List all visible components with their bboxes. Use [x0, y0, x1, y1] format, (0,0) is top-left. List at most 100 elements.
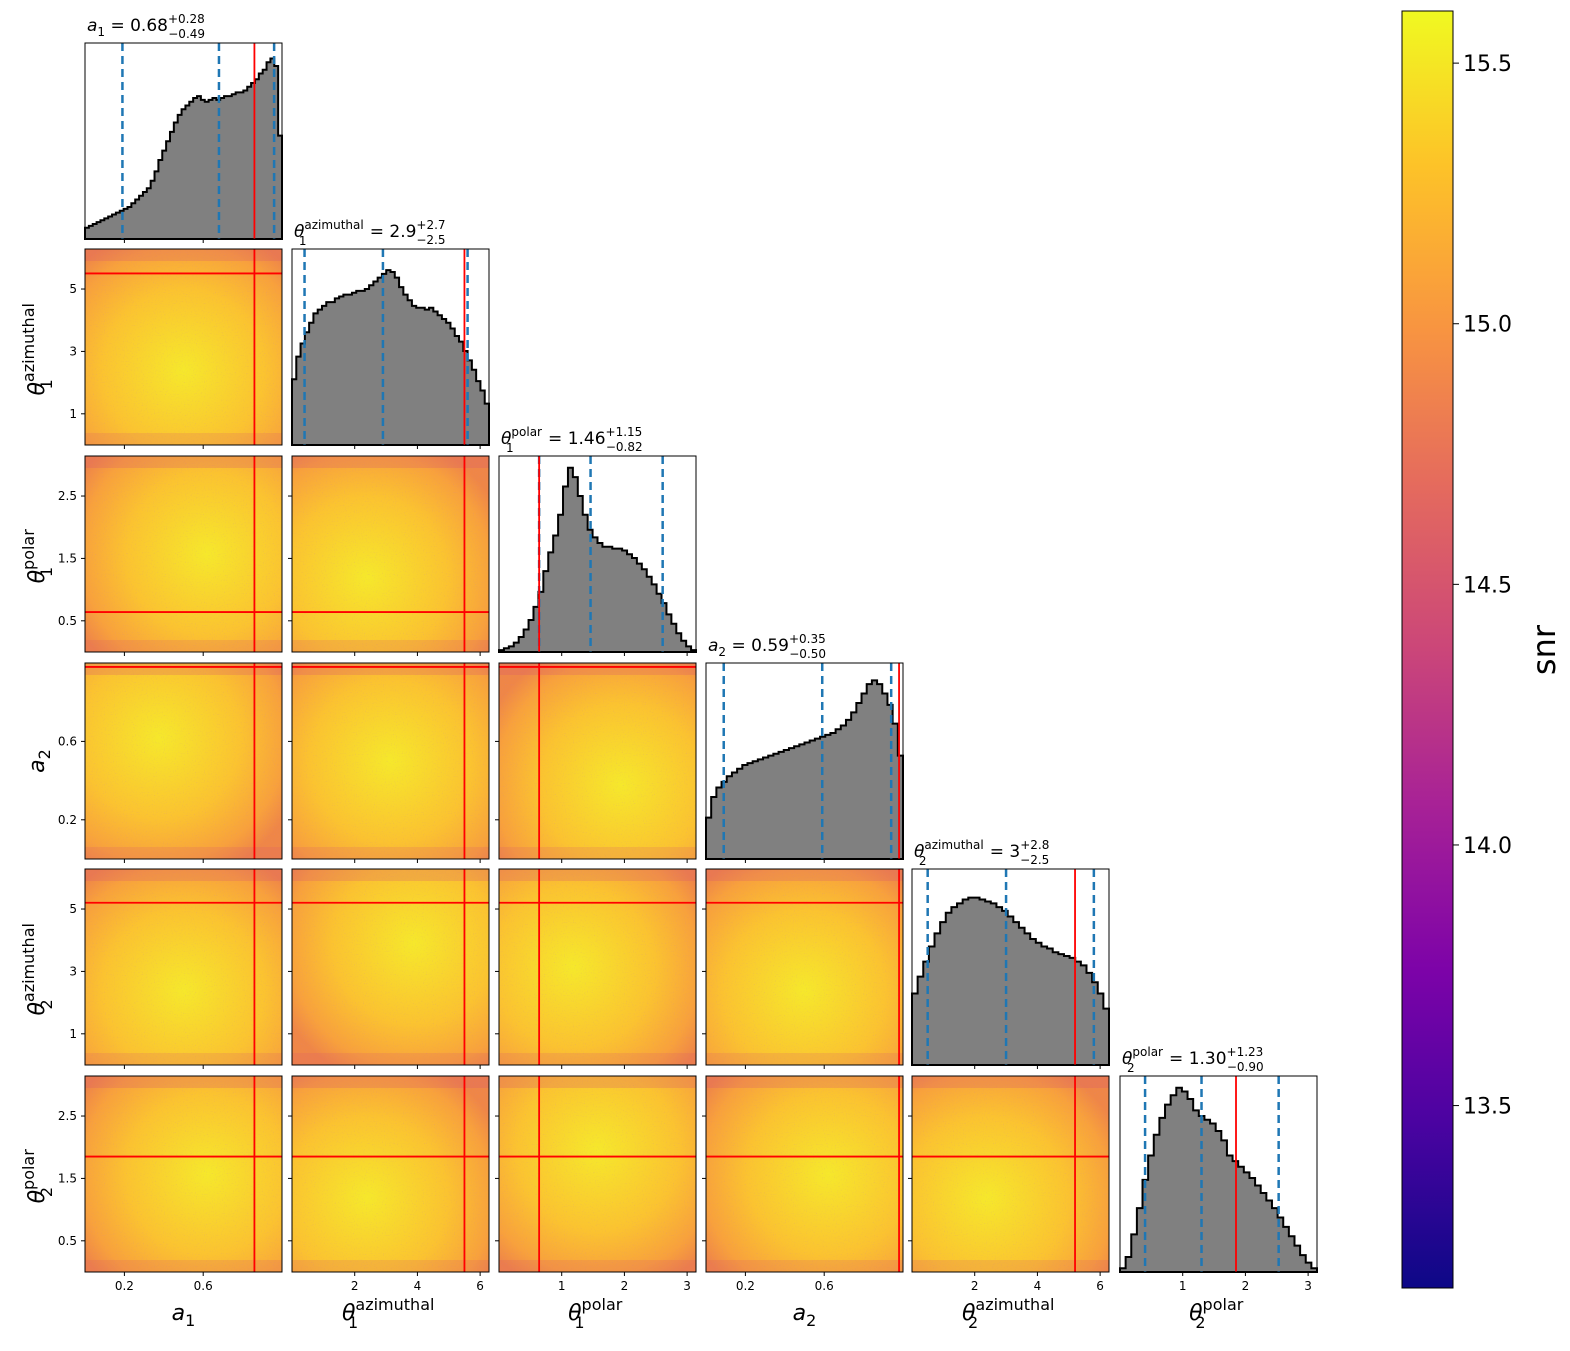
- edge-shade: [706, 869, 903, 881]
- title-theta1_az: θazimuthal 1 = 2.9+2.7 −2.5: [294, 218, 446, 248]
- y-tick-label: 3: [69, 964, 77, 978]
- y-axis-label-theta1_pol: θpolar1: [19, 525, 58, 584]
- axis-frame: [498, 868, 697, 1066]
- density-grain: [85, 869, 282, 1065]
- x-axis-label-theta2_pol: θpolar 2: [1189, 1295, 1248, 1334]
- edge-shade: [85, 1260, 282, 1272]
- x-axis-label-theta1_az: θazimuthal 1: [342, 1295, 439, 1334]
- axis-frame: [498, 1075, 697, 1273]
- density-grain: [85, 249, 282, 445]
- density-grain: [499, 663, 696, 859]
- axis-frame: [84, 42, 283, 240]
- x-tick-label: 2: [1242, 1279, 1250, 1293]
- density-panel-theta1_az-vs-a1: 1 3 5: [69, 248, 283, 449]
- y-axis-label-theta1_az: θazimuthal1: [19, 298, 58, 395]
- density-panel-theta1_pol-vs-theta1_az: [288, 455, 490, 656]
- x-tick-label: 3: [683, 1279, 691, 1293]
- y-tick-label: 0.5: [58, 1234, 77, 1248]
- x-tick-label: 6: [476, 1279, 484, 1293]
- axis-frame: [291, 248, 490, 446]
- density-grain: [292, 869, 489, 1065]
- density-panel-theta2_pol-vs-a1: 0.5 1.5 2.5 0.2 0.6: [58, 1075, 283, 1293]
- x-tick-label: 0.6: [194, 1279, 213, 1293]
- histogram-theta1_pol: [498, 466, 697, 653]
- x-tick-label: 0.6: [815, 1279, 834, 1293]
- edge-shade: [85, 640, 282, 652]
- density-panel-theta2_pol-vs-theta1_pol: 1 2 3: [495, 1075, 697, 1293]
- y-tick-label: 3: [69, 344, 77, 358]
- edge-shade: [85, 249, 282, 261]
- y-axis-label-theta2_az: θazimuthal2: [19, 918, 58, 1015]
- axis-frame: [291, 455, 490, 653]
- axis-frame: [84, 868, 283, 1066]
- edge-shade: [85, 1053, 282, 1065]
- x-tick-label: 6: [1096, 1279, 1104, 1293]
- density-grain: [85, 1076, 282, 1272]
- density-grain: [292, 456, 489, 652]
- edge-shade: [292, 663, 489, 675]
- hist-panel-theta2_az: θazimuthal 2 = 3+2.8 −2.5: [911, 838, 1110, 1066]
- histogram-theta2_pol: [1119, 1086, 1318, 1273]
- x-tick-label: 1: [558, 1279, 566, 1293]
- hist-panel-theta2_pol: θpolar 2 = 1.30+1.23 −0.90: [1119, 1045, 1318, 1273]
- x-tick-label: 0.2: [115, 1279, 134, 1293]
- edge-shade: [85, 847, 282, 859]
- edge-shade: [85, 433, 282, 445]
- density-panel-theta2_az-vs-a1: 1 3 5: [69, 868, 283, 1069]
- density-panel-theta2_pol-vs-theta1_az: 2 4 6: [288, 1075, 490, 1293]
- x-tick-label: 4: [1034, 1279, 1042, 1293]
- x-axis-label-theta1_pol: θpolar 1: [568, 1295, 627, 1334]
- title-a2: a2 = 0.59+0.35 −0.50: [708, 632, 826, 661]
- edge-shade: [292, 1076, 489, 1088]
- axis-frame: [911, 1075, 1110, 1273]
- y-tick-label: 5: [69, 282, 77, 296]
- edge-shade: [292, 869, 489, 881]
- colorbar-tick-label: 14.0: [1463, 834, 1512, 859]
- edge-shade: [292, 847, 489, 859]
- y-tick-label: 0.6: [58, 734, 77, 748]
- histogram-theta1_az: [291, 269, 490, 446]
- title-theta1_pol: θpolar 1 = 1.46+1.15 −0.82: [501, 425, 643, 455]
- y-axis-label-a2: a2: [25, 749, 54, 773]
- x-tick-label: 0.2: [736, 1279, 755, 1293]
- edge-shade: [706, 1053, 903, 1065]
- y-tick-label: 2.5: [58, 1109, 77, 1123]
- axis-frame: [1119, 1075, 1318, 1273]
- hist-panel-a1: a1 = 0.68+0.28 −0.49: [84, 12, 283, 240]
- density-grain: [292, 1076, 489, 1272]
- title-a1: a1 = 0.68+0.28 −0.49: [87, 12, 205, 41]
- axis-frame: [498, 662, 697, 860]
- edge-shade: [85, 1076, 282, 1088]
- density-panel-theta2_az-vs-theta1_az: [288, 868, 490, 1069]
- hist-panel-theta1_pol: θpolar 1 = 1.46+1.15 −0.82: [498, 425, 697, 653]
- edge-shade: [499, 1260, 696, 1272]
- axis-frame: [84, 662, 283, 860]
- histogram-a2: [705, 679, 904, 860]
- x-tick-label: 2: [351, 1279, 359, 1293]
- colorbar-label: snr: [1525, 624, 1563, 675]
- edge-shade: [706, 1076, 903, 1088]
- y-tick-label: 1: [69, 1027, 77, 1041]
- colorbar-tick-label: 15.5: [1463, 52, 1512, 77]
- histogram-theta2_az: [911, 896, 1110, 1066]
- edge-shade: [85, 869, 282, 881]
- edge-shade: [499, 1076, 696, 1088]
- axis-frame: [705, 662, 904, 860]
- density-grain: [912, 1076, 1109, 1272]
- edge-shade: [499, 847, 696, 859]
- colorbar: 13.5 14.0 14.5 15.0 15.5 snr: [1401, 10, 1563, 1289]
- y-tick-label: 0.2: [58, 813, 77, 827]
- density-panel-a2-vs-a1: 0.2 0.6: [58, 662, 283, 863]
- x-tick-label: 2: [971, 1279, 979, 1293]
- density-panel-theta2_pol-vs-theta2_az: 2 4 6: [908, 1075, 1110, 1293]
- axis-frame: [705, 1075, 904, 1273]
- edge-shade: [292, 640, 489, 652]
- density-panel-a2-vs-theta1_pol: [495, 662, 697, 863]
- density-panel-theta2_az-vs-a2: [702, 868, 904, 1069]
- y-tick-label: 0.5: [58, 614, 77, 628]
- edge-shade: [499, 869, 696, 881]
- axis-frame: [84, 455, 283, 653]
- hist-panel-theta1_az: θazimuthal 1 = 2.9+2.7 −2.5: [291, 218, 490, 446]
- density-panel-theta1_pol-vs-a1: 0.5 1.5 2.5: [58, 455, 283, 656]
- density-grain: [499, 869, 696, 1065]
